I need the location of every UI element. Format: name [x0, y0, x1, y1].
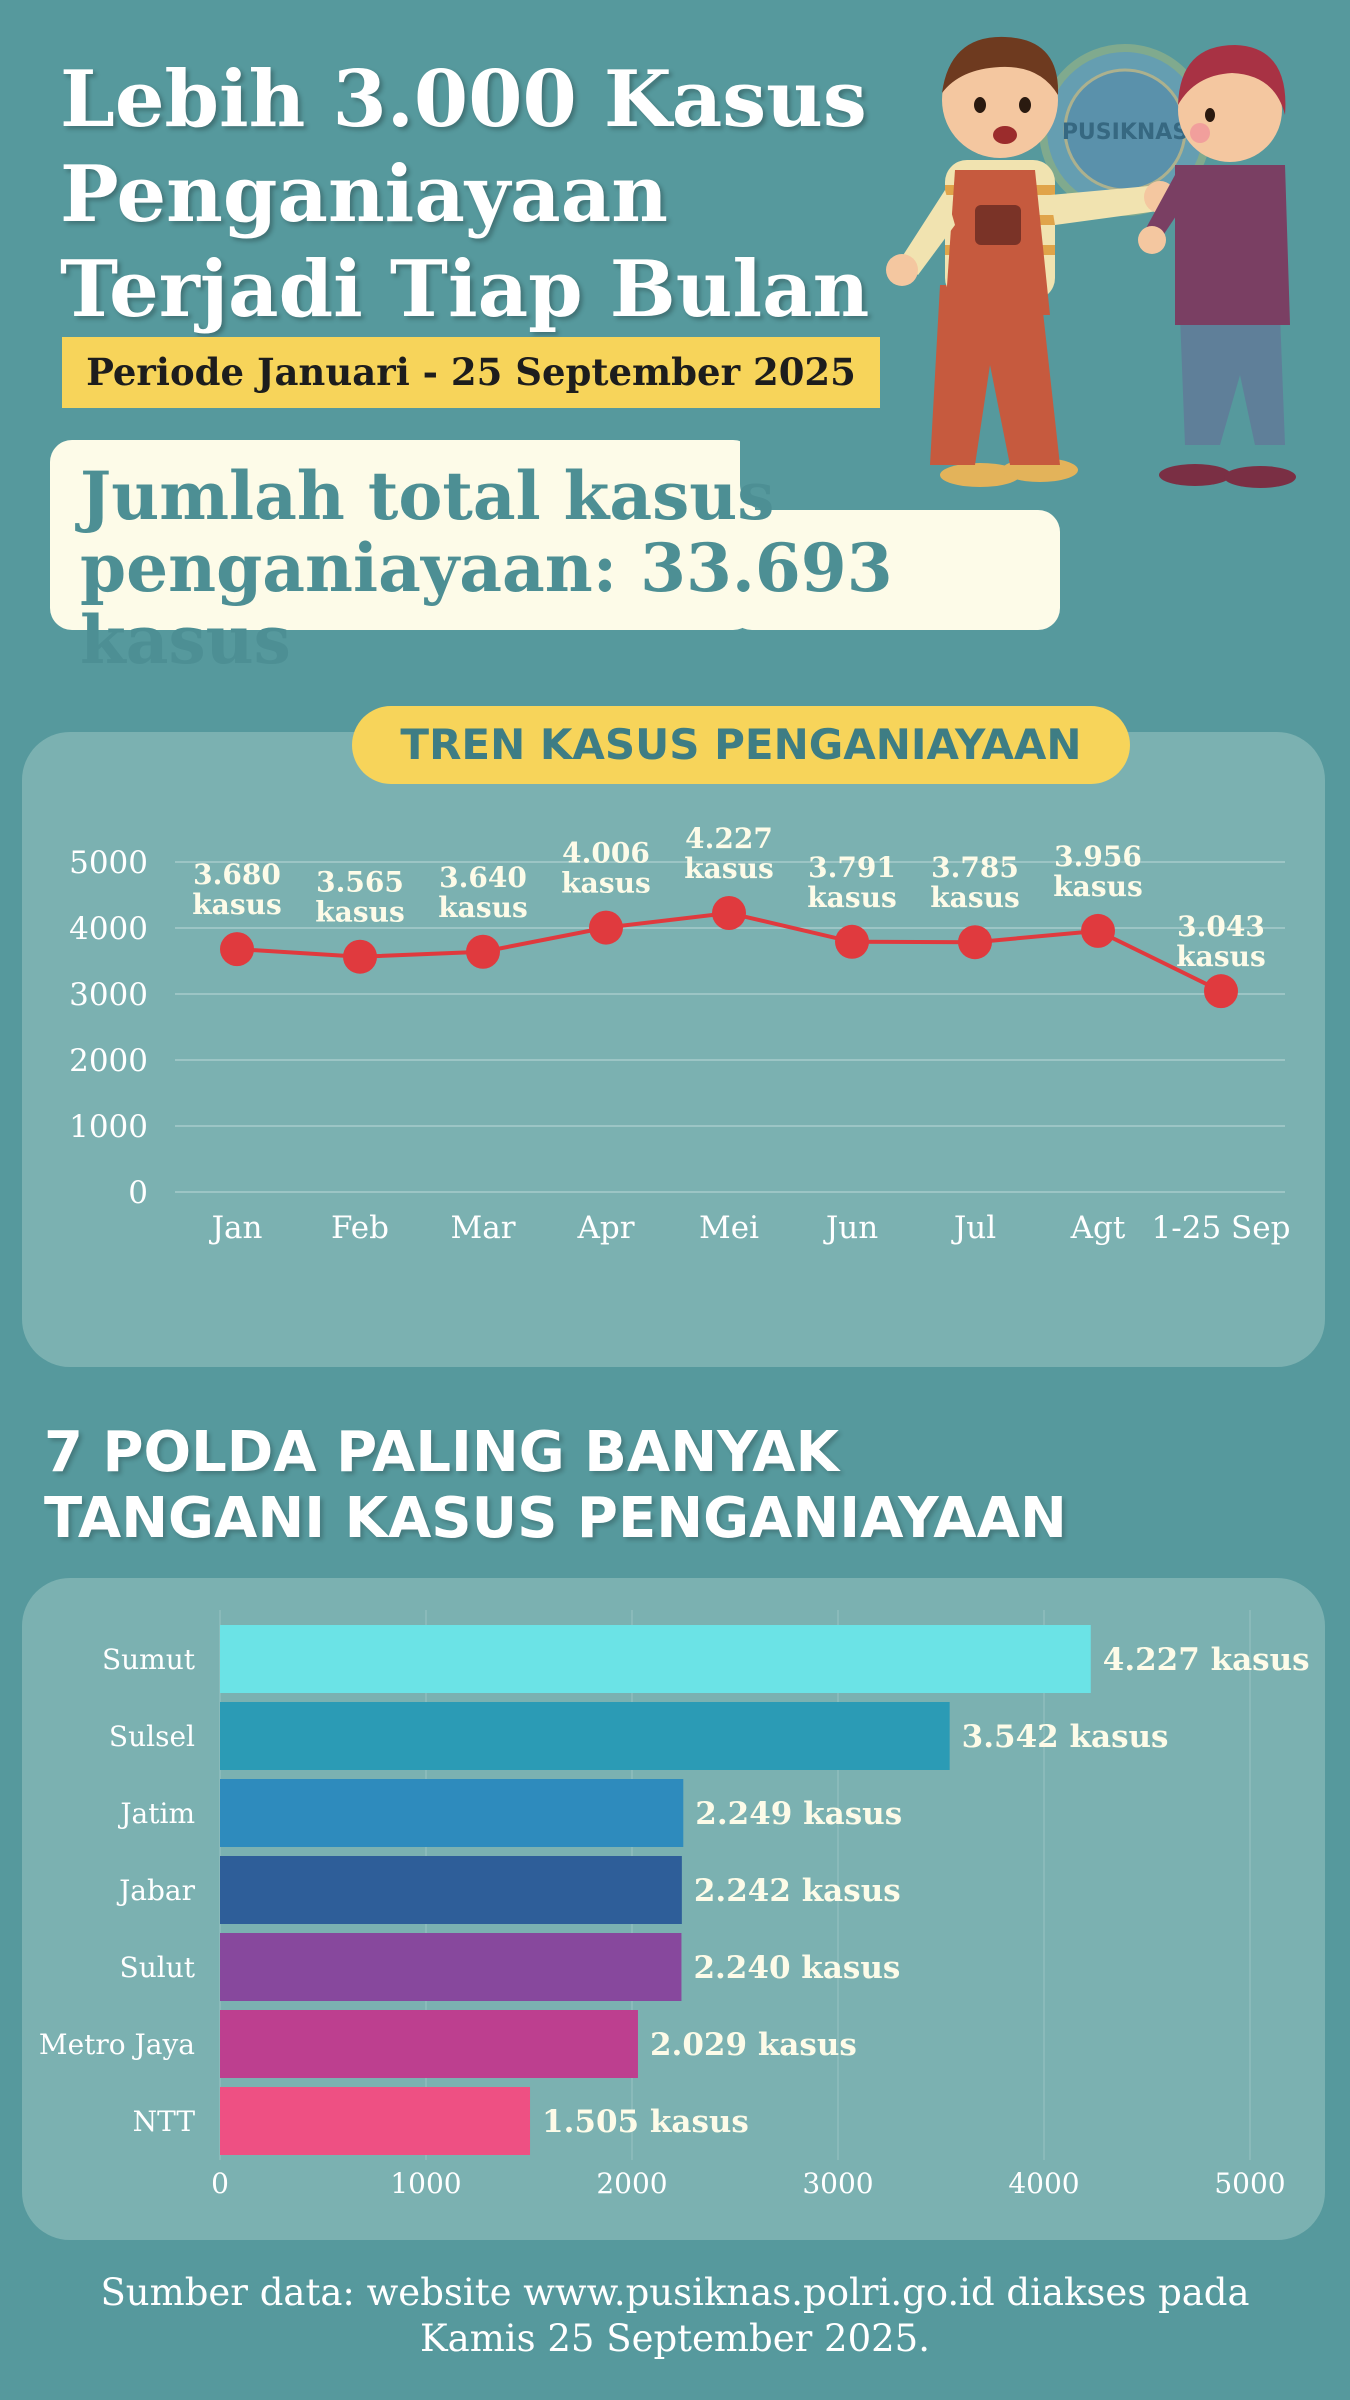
total-line-2: penganiayaan: 33.693 kasus — [80, 529, 893, 679]
title-line-2: Penganiayaan — [60, 149, 668, 240]
page-title: Lebih 3.000 Kasus Penganiayaan Terjadi T… — [60, 52, 900, 337]
line-chart-data-label: 3.680 — [193, 858, 281, 891]
bar-chart-category-label: Sumut — [102, 1643, 196, 1676]
line-chart-x-tick-label: Mei — [699, 1210, 759, 1246]
bar-chart-bar — [220, 1856, 682, 1924]
polda-heading-line-2: TANGANI KASUS PENGANIAYAAN — [44, 1486, 1067, 1551]
line-chart-data-label-unit: kasus — [315, 896, 404, 929]
bar-chart-bar — [220, 1933, 682, 2001]
bar-chart-value-label: 2.029 kasus — [650, 2027, 857, 2063]
line-chart-data-label: 3.043 — [1177, 910, 1265, 943]
title-line-1: Lebih 3.000 Kasus — [60, 54, 867, 145]
svg-text:PUSIKNAS: PUSIKNAS — [1062, 120, 1188, 145]
line-chart-data-label: 3.785 — [931, 851, 1019, 884]
angry-boy-figure — [886, 36, 1176, 487]
line-chart-point — [712, 896, 746, 931]
bar-chart-value-label: 1.505 kasus — [542, 2104, 749, 2140]
scared-boy-figure — [1138, 45, 1296, 488]
line-chart-point — [466, 934, 500, 969]
total-line-1: Jumlah total kasus — [80, 457, 775, 535]
bar-chart-category-label: NTT — [133, 2105, 196, 2138]
bar-chart-value-label: 3.542 kasus — [962, 1719, 1169, 1755]
bar-chart-x-tick-label: 5000 — [1214, 2167, 1285, 2200]
source-line-1: Sumber data: website www.pusiknas.polri.… — [100, 2271, 1250, 2314]
line-chart-point — [220, 932, 254, 967]
bar-chart-value-label: 2.240 kasus — [693, 1950, 900, 1986]
line-chart-data-label-unit: kasus — [930, 881, 1019, 914]
bar-chart-category-label: Sulut — [120, 1951, 196, 1984]
line-chart-y-tick-label: 3000 — [69, 977, 148, 1013]
source-note: Sumber data: website www.pusiknas.polri.… — [40, 2270, 1310, 2362]
bar-chart-x-tick-label: 3000 — [802, 2167, 873, 2200]
line-chart-data-label: 3.791 — [808, 851, 896, 884]
bar-chart-x-tick-label: 1000 — [390, 2167, 461, 2200]
line-chart-x-tick-label: Jun — [823, 1210, 878, 1246]
line-chart-point — [343, 939, 377, 974]
bar-chart-category-label: Jabar — [116, 1874, 196, 1907]
children-illustration: PUSIKNAS — [886, 36, 1296, 488]
total-cases-text: Jumlah total kasus penganiayaan: 33.693 … — [80, 460, 1060, 676]
title-line-3: Terjadi Tiap Bulan — [60, 244, 870, 335]
line-chart-x-tick-label: Agt — [1070, 1210, 1126, 1246]
line-chart-y-tick-label: 4000 — [69, 911, 148, 947]
line-chart-data-label-unit: kasus — [438, 891, 527, 924]
line-chart-point — [1081, 913, 1115, 948]
bar-chart-category-label: Jatim — [117, 1797, 195, 1830]
line-chart-data-label-unit: kasus — [1176, 940, 1265, 973]
bar-chart-value-label: 4.227 kasus — [1103, 1642, 1310, 1678]
line-chart-point — [589, 910, 623, 945]
line-chart-x-tick-label: Mar — [450, 1210, 515, 1246]
line-chart-x-tick-label: Jan — [209, 1210, 263, 1246]
trend-panel — [22, 732, 1325, 1367]
line-chart-data-label-unit: kasus — [1053, 870, 1142, 903]
line-chart-x-tick-label: Apr — [576, 1210, 634, 1246]
line-chart-point — [835, 924, 869, 959]
line-chart-data-label-unit: kasus — [684, 852, 773, 885]
period-badge: Periode Januari - 25 September 2025 — [62, 337, 880, 408]
bar-chart-value-label: 2.242 kasus — [694, 1873, 901, 1909]
line-chart-point — [958, 925, 992, 960]
line-chart-x-tick-label: Feb — [331, 1210, 389, 1246]
line-chart-x-tick-label: Jul — [951, 1210, 996, 1246]
line-chart-x-tick-label: 1-25 Sep — [1152, 1210, 1291, 1246]
bar-chart-bar — [220, 1779, 684, 1847]
line-chart-y-tick-label: 1000 — [69, 1109, 148, 1145]
bar-chart-value-label: 2.249 kasus — [695, 1796, 902, 1832]
bar-chart-x-tick-label: 4000 — [1008, 2167, 1079, 2200]
line-chart-point — [1204, 974, 1238, 1009]
source-line-2: Kamis 25 September 2025. — [420, 2317, 930, 2360]
line-chart-data-label: 4.006 — [562, 837, 650, 870]
bar-chart-bar — [220, 2087, 531, 2155]
line-chart-data-label: 4.227 — [685, 822, 773, 855]
line-chart-data-label: 3.956 — [1054, 840, 1142, 873]
line-chart-data-label: 3.640 — [439, 861, 527, 894]
line-chart-y-tick-label: 5000 — [69, 845, 148, 881]
bar-chart-category-label: Sulsel — [109, 1720, 195, 1753]
polda-heading: 7 POLDA PALING BANYAK TANGANI KASUS PENG… — [44, 1420, 1244, 1552]
line-chart-data-label: 3.565 — [316, 866, 404, 899]
bar-chart-x-tick-label: 2000 — [596, 2167, 667, 2200]
line-chart-y-tick-label: 0 — [128, 1175, 148, 1211]
bar-chart-bar — [220, 1625, 1091, 1693]
bar-chart-category-label: Metro Jaya — [39, 2028, 195, 2061]
total-box — [50, 440, 1070, 630]
bar-chart-x-tick-label: 0 — [211, 2167, 229, 2200]
bar-chart-bar — [220, 2010, 638, 2078]
polda-heading-line-1: 7 POLDA PALING BANYAK — [44, 1420, 840, 1485]
trend-heading: TREN KASUS PENGANIAYAAN — [352, 706, 1130, 784]
bar-chart-bar — [220, 1702, 950, 1770]
line-chart-data-label-unit: kasus — [561, 867, 650, 900]
line-chart-y-tick-label: 2000 — [69, 1043, 148, 1079]
line-chart-data-label-unit: kasus — [807, 881, 896, 914]
line-chart-data-label-unit: kasus — [192, 888, 281, 921]
